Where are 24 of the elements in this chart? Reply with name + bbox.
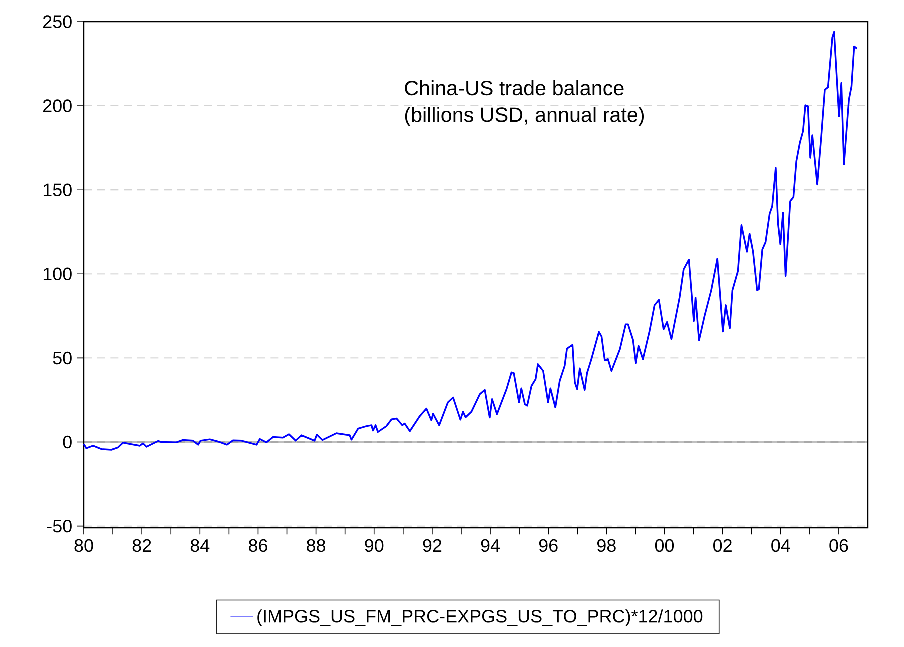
x-tick-label: 00 (655, 539, 674, 552)
x-tick-label: 92 (423, 539, 442, 552)
y-tick-label: 200 (43, 100, 72, 112)
x-tick-label: 02 (714, 539, 732, 552)
x-tick-label: 96 (539, 539, 558, 552)
y-tick-label: 100 (44, 268, 72, 281)
x-tick-label: 04 (772, 539, 790, 552)
annotation: China-US trade balance (405, 80, 624, 96)
x-tick-label: 90 (365, 539, 384, 552)
x-tick-label: 82 (132, 539, 152, 552)
x-tick-label: 80 (74, 539, 94, 552)
y-tick-label: 50 (53, 352, 72, 365)
x-tick-label: 84 (190, 539, 210, 552)
y-tick-label: 0 (63, 436, 72, 449)
annotation: (billions USD, annual rate) (405, 107, 644, 126)
x-tick-label: 98 (597, 539, 616, 552)
x-tick-label: 86 (248, 539, 268, 552)
legend-label: (IMPGS_US_FM_PRC-EXPGS_US_TO_PRC)*12/1000 (258, 610, 703, 626)
x-tick-label: 94 (481, 539, 500, 552)
x-tick-label: 88 (307, 539, 326, 552)
y-tick-label: 150 (44, 184, 72, 196)
x-tick-label: 06 (830, 539, 848, 552)
y-tick-label: 250 (43, 16, 72, 28)
y-tick-label: -50 (47, 520, 72, 533)
